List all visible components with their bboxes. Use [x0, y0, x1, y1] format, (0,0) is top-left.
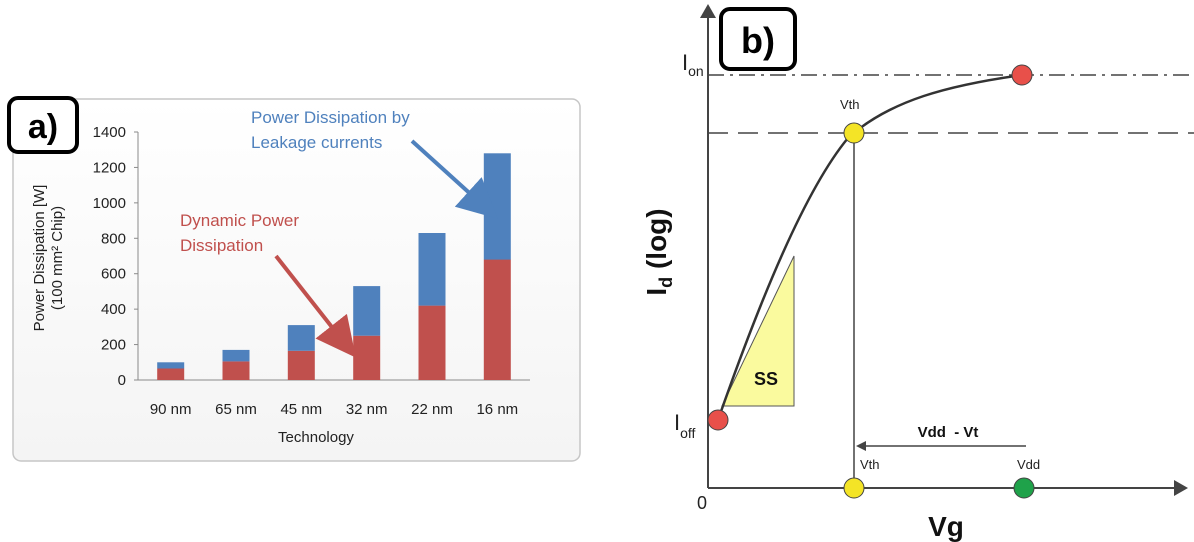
vdd-label: Vdd	[1017, 457, 1040, 472]
panel-b-diagram: SS Vdd - Vt Vth Vth Vdd Ion Ioff 0 Vg Id…	[641, 4, 1194, 542]
ion-point	[1011, 64, 1033, 86]
ioff-point	[707, 409, 729, 431]
x-axis-label: Technology	[278, 429, 354, 446]
leakage-annotation-line2: Leakage currents	[251, 133, 382, 152]
y-axis-label-line2: (100 mm² Chip)	[49, 206, 66, 310]
b-y-axis-arrowhead	[700, 4, 716, 18]
y-tick-label: 0	[118, 372, 126, 389]
bar-dynamic-22nm	[418, 305, 446, 380]
ioff-label: Ioff	[674, 410, 696, 441]
panel-b-label: b)	[741, 20, 775, 61]
ioff-label-sub: off	[680, 425, 695, 441]
x-tick-label: 45 nm	[280, 401, 322, 418]
ioff-label-main: I	[674, 410, 680, 435]
bar-leakage-65nm	[222, 349, 250, 362]
ion-label: Ion	[682, 50, 704, 79]
dynamic-arrow	[274, 254, 356, 358]
y-tick-label: 1000	[93, 195, 126, 212]
vth-axis-point	[843, 477, 865, 499]
bar-leakage-22nm	[418, 233, 446, 306]
y-tick-label: 1200	[93, 159, 126, 176]
x-tick-label: 90 nm	[150, 401, 192, 418]
panel-a-label: a)	[28, 108, 58, 146]
ion-label-sub: on	[688, 63, 704, 79]
origin-label: 0	[697, 493, 707, 513]
panel-a-chart: 0 200 400 600 800 1000 1200 1400 90 nm 65 nm 45 n…	[7, 96, 581, 462]
dynamic-annotation-line2: Dissipation	[180, 236, 263, 255]
panel-a-label-box	[7, 96, 79, 154]
leakage-arrow	[410, 139, 498, 219]
bar-dynamic-65nm	[222, 361, 250, 380]
x-ticks-group: 90 nm 65 nm 45 nm 32 nm 22 nm 16 nm	[150, 401, 518, 418]
y-tick-label: 800	[101, 230, 126, 247]
ion-label-main: I	[682, 50, 688, 75]
x-tick-label: 16 nm	[476, 401, 518, 418]
bars-group	[157, 153, 511, 380]
ss-label: SS	[754, 369, 778, 389]
panel-b-label-box	[719, 7, 797, 71]
y-axis-label-line1: Power Dissipation [W]	[31, 185, 48, 332]
x-tick-label: 22 nm	[411, 401, 453, 418]
b-x-axis-arrowhead	[1174, 480, 1188, 496]
bar-leakage-90nm	[157, 362, 185, 369]
x-tick-label: 65 nm	[215, 401, 257, 418]
x-tick-label: 32 nm	[346, 401, 388, 418]
vth-curve-point	[843, 122, 865, 144]
vg-axis-label: Vg	[928, 511, 964, 542]
id-axis-label-main: I	[641, 288, 672, 296]
y-tick-label: 200	[101, 337, 126, 354]
vth-bottom-label: Vth	[860, 457, 880, 472]
bar-dynamic-32nm	[353, 335, 381, 380]
vdd-axis-point	[1013, 477, 1035, 499]
y-tick-label: 400	[101, 301, 126, 318]
dynamic-annotation-line1: Dynamic Power	[180, 211, 299, 230]
id-vg-curve	[716, 73, 1023, 421]
y-tick-label: 600	[101, 266, 126, 283]
y-tick-label: 1400	[93, 124, 126, 141]
ss-triangle	[721, 255, 795, 407]
bar-dynamic-90nm	[157, 368, 185, 380]
vdd-vt-label: Vdd - Vt	[918, 424, 979, 441]
bar-leakage-32nm	[353, 286, 381, 336]
vth-top-label: Vth	[840, 97, 860, 112]
leakage-annotation-line1: Power Dissipation by	[251, 108, 410, 127]
bar-dynamic-45nm	[287, 350, 315, 380]
id-axis-label: Id (log)	[641, 208, 676, 295]
bar-dynamic-16nm	[483, 259, 511, 380]
id-axis-label-rest: (log)	[641, 208, 672, 276]
bar-leakage-16nm	[483, 153, 511, 260]
y-ticks-group: 0 200 400 600 800 1000 1200 1400	[93, 124, 138, 389]
bar-leakage-45nm	[287, 325, 315, 351]
id-axis-label-sub: d	[656, 277, 676, 288]
